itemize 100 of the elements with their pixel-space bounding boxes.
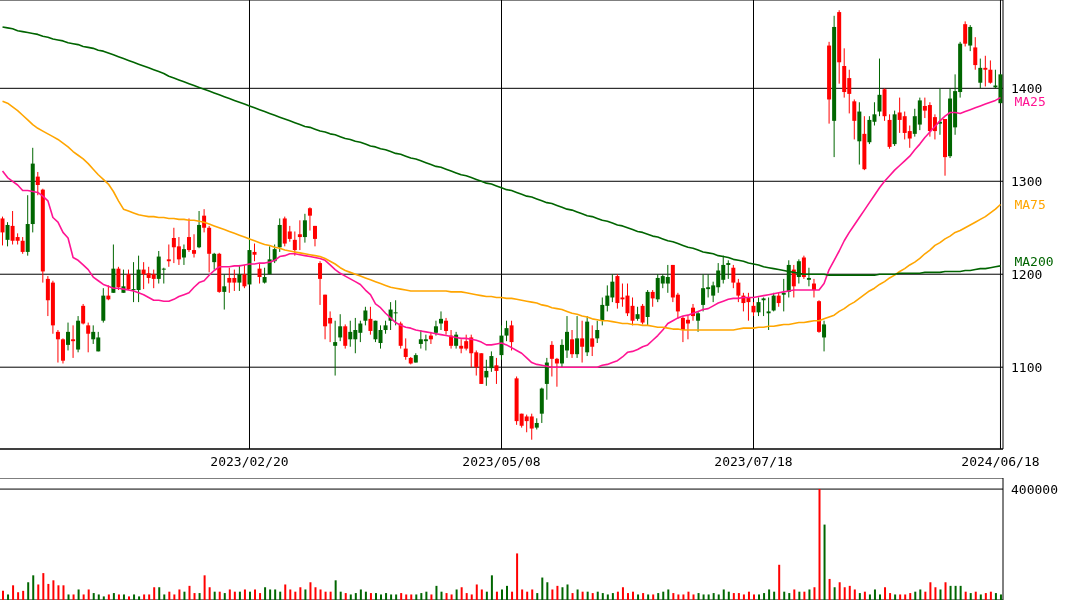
candlestick bbox=[237, 264, 242, 292]
bar bbox=[425, 591, 428, 600]
x-tick-label: 2024/06/18 bbox=[961, 454, 1040, 470]
candlestick bbox=[756, 296, 761, 317]
candlestick bbox=[176, 236, 181, 266]
bar bbox=[541, 577, 544, 600]
bar bbox=[752, 594, 755, 600]
candlestick bbox=[877, 58, 882, 117]
bar bbox=[823, 524, 826, 600]
bar bbox=[77, 589, 80, 600]
candlestick bbox=[852, 98, 857, 140]
candlestick bbox=[726, 259, 731, 280]
bar bbox=[521, 589, 524, 600]
bar bbox=[919, 589, 922, 600]
bar bbox=[732, 593, 735, 600]
bar bbox=[122, 594, 125, 600]
bar bbox=[450, 594, 453, 600]
bar bbox=[17, 592, 20, 600]
bar bbox=[702, 594, 705, 600]
bar bbox=[894, 594, 897, 600]
bar bbox=[536, 593, 539, 600]
bar bbox=[107, 594, 110, 600]
bar bbox=[692, 594, 695, 600]
y-tick-label: 1400 bbox=[1011, 80, 1043, 96]
bar bbox=[440, 591, 443, 600]
candlestick bbox=[343, 323, 348, 350]
candlestick bbox=[630, 296, 635, 326]
bar bbox=[138, 596, 141, 600]
bar bbox=[480, 589, 483, 600]
bar bbox=[314, 587, 317, 600]
candlestick bbox=[277, 217, 282, 253]
bar bbox=[359, 589, 362, 600]
bar bbox=[430, 594, 433, 600]
bar bbox=[662, 591, 665, 600]
bar bbox=[712, 593, 715, 600]
bar bbox=[22, 590, 25, 600]
bar bbox=[601, 593, 604, 600]
bar bbox=[294, 591, 297, 600]
candlestick bbox=[0, 216, 5, 246]
series-label: MA75 bbox=[1014, 197, 1046, 213]
bar bbox=[324, 591, 327, 600]
bar bbox=[924, 591, 927, 600]
candlestick bbox=[71, 324, 76, 359]
bar bbox=[561, 587, 564, 600]
bar bbox=[455, 589, 458, 600]
bar bbox=[516, 553, 519, 600]
bar bbox=[369, 593, 372, 600]
bar bbox=[682, 594, 685, 600]
bar bbox=[884, 587, 887, 600]
bar bbox=[319, 589, 322, 600]
bar bbox=[334, 580, 337, 600]
bar bbox=[778, 564, 781, 600]
candlestick bbox=[368, 306, 373, 336]
bar bbox=[616, 591, 619, 600]
candlestick bbox=[393, 299, 398, 326]
bar bbox=[576, 589, 579, 600]
x-tick-label: 2023/05/08 bbox=[462, 454, 541, 470]
bar bbox=[783, 591, 786, 600]
bar bbox=[979, 594, 982, 600]
bar bbox=[863, 591, 866, 600]
candlestick bbox=[761, 296, 766, 317]
bar bbox=[879, 594, 881, 600]
bar bbox=[677, 594, 680, 600]
bar bbox=[768, 589, 771, 600]
bar bbox=[803, 591, 806, 600]
candlestick bbox=[307, 206, 312, 232]
candlestick bbox=[66, 322, 71, 351]
bar bbox=[909, 593, 912, 600]
bar bbox=[506, 585, 509, 600]
candlestick bbox=[398, 321, 403, 350]
bar bbox=[284, 584, 287, 600]
bar bbox=[737, 593, 740, 600]
candlestick bbox=[116, 266, 121, 291]
bar bbox=[591, 593, 594, 600]
bar bbox=[788, 593, 791, 600]
candlestick bbox=[988, 59, 993, 85]
bar bbox=[793, 589, 796, 600]
candlestick bbox=[665, 264, 670, 294]
bar bbox=[128, 596, 131, 600]
bar bbox=[374, 593, 377, 600]
candlestick bbox=[55, 329, 60, 364]
bar bbox=[813, 587, 816, 600]
bar bbox=[158, 587, 161, 600]
bar bbox=[495, 591, 498, 600]
bar bbox=[959, 585, 962, 600]
candlestick bbox=[736, 278, 741, 303]
candlestick bbox=[529, 413, 534, 441]
bar bbox=[566, 584, 569, 600]
bar bbox=[722, 589, 725, 600]
candlestick bbox=[973, 36, 978, 71]
candlestick bbox=[983, 55, 988, 87]
bar bbox=[707, 594, 710, 600]
candlestick bbox=[766, 296, 771, 331]
bar bbox=[626, 593, 629, 600]
bar bbox=[611, 593, 614, 600]
candlestick bbox=[504, 320, 509, 342]
bar bbox=[354, 593, 357, 600]
bar bbox=[117, 594, 120, 600]
bar bbox=[657, 593, 660, 600]
candlestick bbox=[151, 269, 156, 289]
